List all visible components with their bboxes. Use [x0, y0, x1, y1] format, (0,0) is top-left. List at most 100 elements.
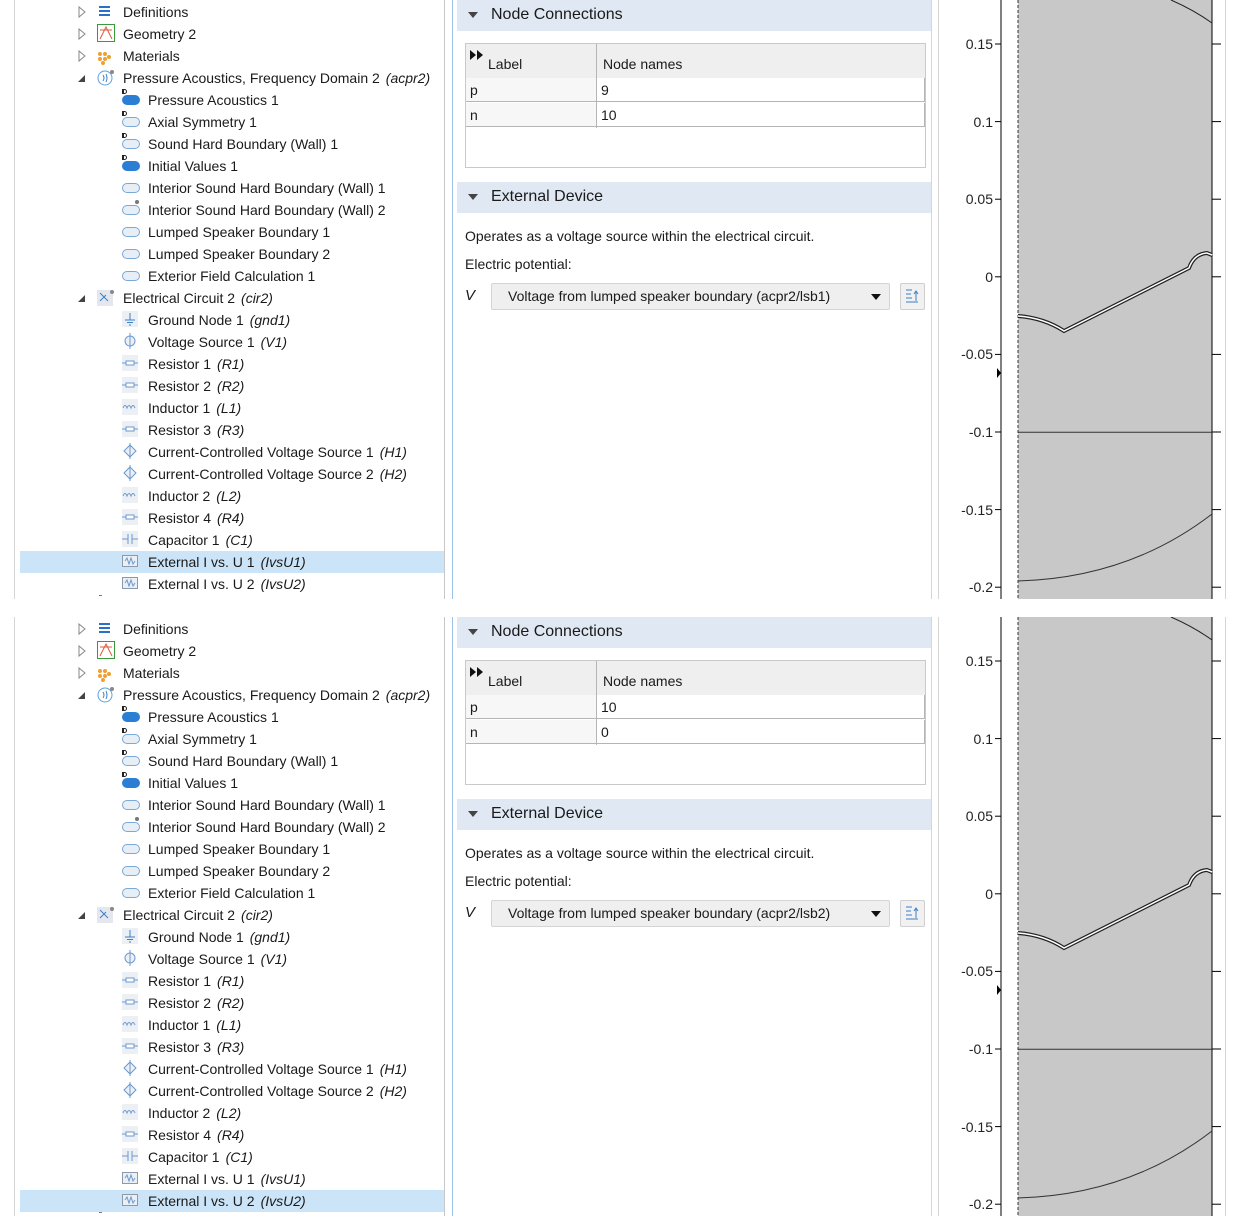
tree-item[interactable]: Exterior Field Calculation 1 — [20, 882, 444, 904]
section-title: Node Connections — [491, 623, 623, 640]
scroll-marker-icon[interactable] — [997, 985, 1001, 995]
expanded-arrow-icon[interactable] — [77, 904, 87, 935]
tree-item[interactable]: Current-Controlled Voltage Source 2 (H2) — [20, 1080, 444, 1102]
tree-item[interactable]: Interior Sound Hard Boundary (Wall) 1 — [20, 177, 444, 199]
section-external-device[interactable]: External Device — [457, 182, 931, 213]
tree-item-tag: (gnd1) — [249, 312, 291, 328]
tree-item[interactable]: Ground Node 1 (gnd1) — [20, 309, 444, 331]
tree-item[interactable]: Lumped Speaker Boundary 1 — [20, 221, 444, 243]
tree-item[interactable]: Capacitor 1 (C1) — [20, 529, 444, 551]
tree-item[interactable]: Resistor 3 (R3) — [20, 419, 444, 441]
go-to-source-button[interactable] — [900, 900, 925, 927]
collapse-triangle-icon[interactable] — [467, 0, 479, 43]
tree-item[interactable]: Resistor 2 (R2) — [20, 375, 444, 397]
tree-item[interactable]: Geometry 2 — [20, 23, 444, 45]
tree-item[interactable]: Resistor 4 (R4) — [20, 507, 444, 529]
geometry-canvas[interactable] — [939, 617, 1229, 1216]
fast-forward-icon[interactable] — [470, 664, 484, 680]
expanded-arrow-icon[interactable] — [77, 67, 87, 98]
tree-item[interactable]: Inductor 2 (L2) — [20, 485, 444, 507]
tree-item[interactable]: Definitions — [20, 1, 444, 23]
tree-item[interactable]: Interior Sound Hard Boundary (Wall) 2 — [20, 199, 444, 221]
tree-item[interactable]: Ground Node 1 (gnd1) — [20, 926, 444, 948]
tree-item[interactable]: Definitions — [20, 618, 444, 640]
tree-item[interactable]: Sound Hard Boundary (Wall) 1 — [20, 750, 444, 772]
node-name-cell[interactable]: 0 — [597, 720, 925, 744]
tree-item[interactable]: Pressure Acoustics 1 — [20, 89, 444, 111]
collapsed-arrow-icon[interactable] — [77, 662, 87, 693]
resistor-icon — [122, 509, 138, 525]
collapse-triangle-icon[interactable] — [467, 799, 479, 842]
node-name-cell[interactable]: 9 — [597, 78, 925, 102]
tree-item[interactable]: Resistor 2 (R2) — [20, 992, 444, 1014]
ccvs-icon — [122, 1060, 138, 1076]
section-external-device[interactable]: External Device — [457, 799, 931, 830]
collapse-triangle-icon[interactable] — [467, 617, 479, 660]
tree-item[interactable]: Voltage Source 1 (V1) — [20, 331, 444, 353]
tree-item-name: Definitions — [123, 4, 189, 20]
tree-item[interactable]: Interior Sound Hard Boundary (Wall) 1 — [20, 794, 444, 816]
graphics-window[interactable]: 0.15 0.1 0.05 0 -0.05 -0.1 -0.15 -0.2 — [938, 0, 1228, 599]
tree-item[interactable]: External I vs. U 1 (IvsU1) — [20, 551, 444, 573]
boundary-icon — [122, 886, 140, 900]
tree-item[interactable]: Lumped Speaker Boundary 1 — [20, 838, 444, 860]
tree-item-name: Resistor 2 — [148, 378, 212, 394]
node-name-cell[interactable]: 10 — [597, 695, 925, 719]
go-to-source-button[interactable] — [900, 283, 925, 310]
tree-item[interactable]: Inductor 1 (L1) — [20, 1014, 444, 1036]
tree-item[interactable]: Resistor 4 (R4) — [20, 1124, 444, 1146]
graphics-window[interactable]: 0.15 0.1 0.05 0 -0.05 -0.1 -0.15 -0.2 — [938, 617, 1228, 1216]
tree-item[interactable]: Electrical Circuit 2 (cir2) — [20, 904, 444, 926]
collapsed-arrow-icon[interactable] — [77, 45, 87, 76]
tree-item[interactable]: Initial Values 1 — [20, 155, 444, 177]
tree-item[interactable]: Axial Symmetry 1 — [20, 728, 444, 750]
section-node-connections[interactable]: Node Connections — [457, 617, 931, 648]
tree-item[interactable]: External I vs. U 1 (IvsU1) — [20, 1168, 444, 1190]
expanded-arrow-icon[interactable] — [77, 287, 87, 318]
tree-item[interactable]: Pressure Acoustics, Frequency Domain 2 (a… — [20, 67, 444, 89]
tree-item[interactable]: Inductor 1 (L1) — [20, 397, 444, 419]
tree-item[interactable]: Interior Sound Hard Boundary (Wall) 2 — [20, 816, 444, 838]
tree-item[interactable]: Materials — [20, 45, 444, 67]
tree-item[interactable]: Voltage Source 1 (V1) — [20, 948, 444, 970]
chevron-down-icon[interactable] — [871, 284, 881, 319]
scroll-marker-icon[interactable] — [997, 368, 1001, 378]
tree-item-tag: (R2) — [217, 995, 245, 1011]
tree-item[interactable]: Lumped Speaker Boundary 2 — [20, 243, 444, 265]
tree-item[interactable]: Capacitor 1 (C1) — [20, 1146, 444, 1168]
tree-item[interactable]: Electrical Circuit 2 (cir2) — [20, 287, 444, 309]
collapsed-arrow-icon[interactable] — [77, 618, 87, 649]
tree-item[interactable]: Inductor 2 (L2) — [20, 1102, 444, 1124]
tree-item[interactable]: Sound Hard Boundary (Wall) 1 — [20, 133, 444, 155]
expanded-arrow-icon[interactable] — [77, 684, 87, 715]
geometry-canvas[interactable] — [939, 0, 1229, 599]
tree-item[interactable]: External I vs. U 2 (IvsU2) — [20, 1190, 444, 1212]
tree-item-label: Resistor 3 (R3) — [148, 419, 244, 441]
tree-item[interactable]: Axial Symmetry 1 — [20, 111, 444, 133]
node-name-cell[interactable]: 10 — [597, 103, 925, 127]
tree-item[interactable]: Lumped Speaker Boundary 2 — [20, 860, 444, 882]
tree-item[interactable]: Resistor 3 (R3) — [20, 1036, 444, 1058]
tree-item[interactable]: Current-Controlled Voltage Source 2 (H2) — [20, 463, 444, 485]
tree-item[interactable]: Current-Controlled Voltage Source 1 (H1) — [20, 1058, 444, 1080]
voltage-source-dropdown[interactable]: Voltage from lumped speaker boundary (ac… — [491, 283, 890, 310]
tree-item[interactable]: Exterior Field Calculation 1 — [20, 265, 444, 287]
tree-item[interactable]: Initial Values 1 — [20, 772, 444, 794]
voltage-source-dropdown[interactable]: Voltage from lumped speaker boundary (ac… — [491, 900, 890, 927]
collapse-triangle-icon[interactable] — [467, 182, 479, 225]
collapsed-arrow-icon[interactable] — [77, 1, 87, 32]
tree-item[interactable]: Current-Controlled Voltage Source 1 (H1) — [20, 441, 444, 463]
speaker-diaphragm-inner — [1017, 869, 1213, 949]
chevron-down-icon[interactable] — [871, 901, 881, 936]
tree-item[interactable]: Pressure Acoustics 1 — [20, 706, 444, 728]
collapsed-arrow-icon[interactable] — [77, 640, 87, 671]
tree-item[interactable]: Pressure Acoustics, Frequency Domain 2 (a… — [20, 684, 444, 706]
tree-item[interactable]: Resistor 1 (R1) — [20, 353, 444, 375]
tree-item[interactable]: External I vs. U 2 (IvsU2) — [20, 573, 444, 595]
section-node-connections[interactable]: Node Connections — [457, 0, 931, 31]
tree-item[interactable]: Materials — [20, 662, 444, 684]
tree-item[interactable]: Resistor 1 (R1) — [20, 970, 444, 992]
tree-item[interactable]: Geometry 2 — [20, 640, 444, 662]
collapsed-arrow-icon[interactable] — [77, 23, 87, 54]
fast-forward-icon[interactable] — [470, 47, 484, 63]
